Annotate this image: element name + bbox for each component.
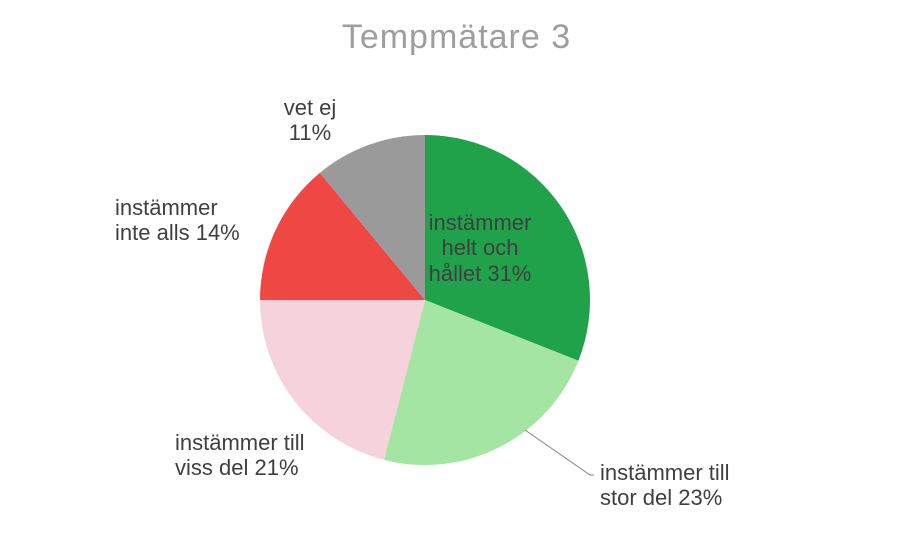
leader-stor-del bbox=[525, 430, 594, 475]
slice-label-stor-del: instämmer till stor del 23% bbox=[600, 460, 730, 511]
slice-label-helt: instämmer helt och hållet 31% bbox=[429, 210, 532, 286]
slice-label-viss-del: instämmer till viss del 21% bbox=[175, 430, 305, 481]
slice-label-vet-ej: vet ej 11% bbox=[284, 95, 337, 146]
chart-stage: Tempmätare 3 instämmer helt och hållet 3… bbox=[0, 0, 913, 544]
slice-label-inte-alls: instämmer inte alls 14% bbox=[115, 195, 240, 246]
